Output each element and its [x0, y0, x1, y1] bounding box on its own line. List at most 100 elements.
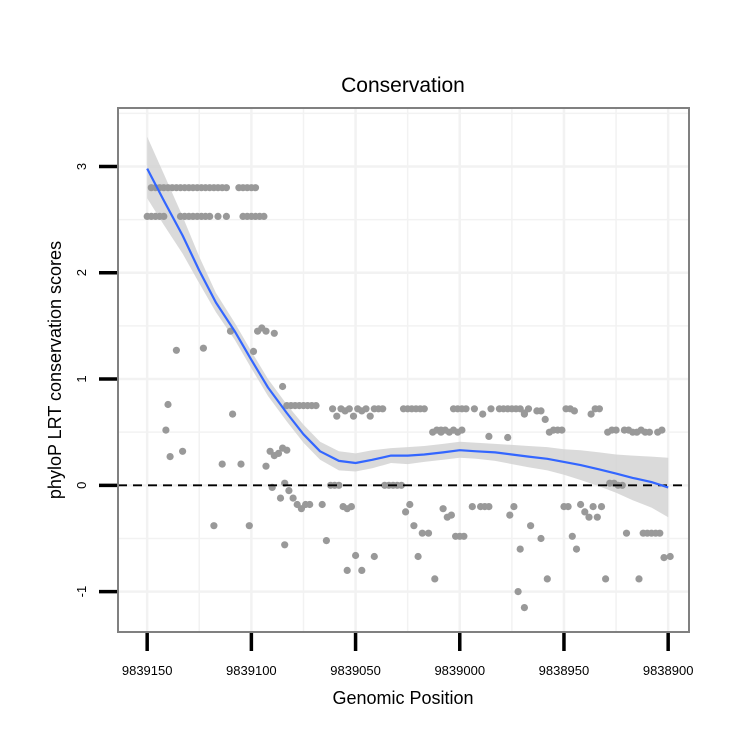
y-tick-label: 1 [74, 375, 89, 382]
data-point [370, 552, 378, 561]
data-point [166, 453, 174, 461]
data-point [587, 410, 595, 418]
data-point [289, 494, 297, 502]
data-point [249, 347, 258, 355]
data-point [635, 575, 643, 583]
data-point [420, 405, 428, 413]
data-point [214, 212, 222, 220]
data-point [595, 405, 604, 413]
x-axis: 9839150 9839100 9839050 9839000 9838950 98389… [122, 633, 693, 678]
data-point [485, 432, 493, 440]
data-point [510, 503, 518, 511]
data-point [564, 503, 572, 511]
data-point [329, 405, 337, 413]
data-point [589, 503, 597, 511]
data-point [424, 529, 433, 537]
data-point [260, 212, 268, 220]
data-point [602, 575, 610, 583]
data-point [541, 415, 549, 423]
data-point [222, 212, 230, 220]
data-point [570, 407, 579, 415]
data-point [251, 184, 260, 192]
x-tick-label: 9838950 [539, 663, 590, 678]
data-point [306, 500, 314, 509]
data-point [237, 460, 245, 468]
data-point [347, 503, 355, 511]
data-point [612, 426, 620, 434]
confidence-band [147, 136, 669, 518]
data-point [597, 503, 606, 511]
data-point [470, 405, 478, 413]
data-point [414, 552, 422, 561]
data-point [460, 532, 468, 540]
data-point [218, 460, 226, 468]
data-point [418, 529, 426, 537]
data-point [504, 433, 512, 442]
data-point [516, 545, 524, 553]
data-point [279, 382, 287, 391]
data-point [439, 505, 447, 513]
data-point [206, 212, 214, 220]
data-point [568, 532, 576, 540]
data-point [402, 508, 410, 516]
chart-title: Conservation [341, 74, 465, 97]
data-point [585, 513, 593, 521]
data-point [349, 412, 358, 420]
data-point [274, 449, 283, 457]
data-point [333, 412, 341, 420]
data-point [658, 426, 666, 434]
data-point [543, 575, 551, 583]
y-tick-label: 3 [74, 163, 89, 170]
data-point [558, 426, 566, 434]
data-point [666, 552, 674, 561]
data-point [537, 534, 545, 543]
smooth-line-path [146, 168, 669, 489]
data-point [210, 522, 218, 530]
data-point [358, 566, 366, 575]
data-point [366, 412, 374, 420]
plot-border [117, 107, 690, 633]
data-point [485, 503, 493, 511]
data-point [345, 405, 353, 413]
data-point [527, 522, 535, 530]
data-point [245, 522, 253, 530]
data-point [479, 410, 487, 418]
data-point [431, 575, 439, 583]
data-point [160, 212, 168, 220]
x-tick-label: 9839100 [226, 663, 277, 678]
x-tick-label: 9839000 [434, 663, 485, 678]
data-point [458, 426, 466, 434]
data-point [312, 402, 320, 410]
data-point [577, 500, 585, 509]
data-point [262, 462, 270, 470]
plot-frame [117, 107, 690, 633]
data-point [462, 405, 470, 413]
data-point [270, 329, 278, 337]
data-point [199, 344, 207, 352]
data-point [468, 503, 476, 511]
data-point [581, 508, 589, 516]
data-point [437, 428, 445, 436]
data-point [645, 428, 654, 436]
data-point [322, 537, 330, 545]
data-point [656, 529, 664, 537]
data-point [397, 481, 405, 489]
data-point [262, 327, 270, 335]
data-point [514, 588, 522, 596]
data-point [179, 447, 187, 455]
data-point [285, 487, 293, 495]
y-axis: -1 0 1 2 3 [74, 163, 117, 597]
data-point [283, 446, 291, 454]
data-point [343, 566, 351, 575]
data-point [506, 511, 514, 519]
data-point [276, 494, 285, 502]
x-tick-label: 9839150 [122, 663, 173, 678]
data-point [362, 405, 370, 413]
data-point [379, 405, 387, 413]
data-point [229, 410, 237, 418]
data-point [281, 541, 289, 549]
y-tick-label: -1 [74, 586, 89, 598]
data-point [537, 407, 545, 415]
x-tick-label: 9839050 [330, 663, 381, 678]
